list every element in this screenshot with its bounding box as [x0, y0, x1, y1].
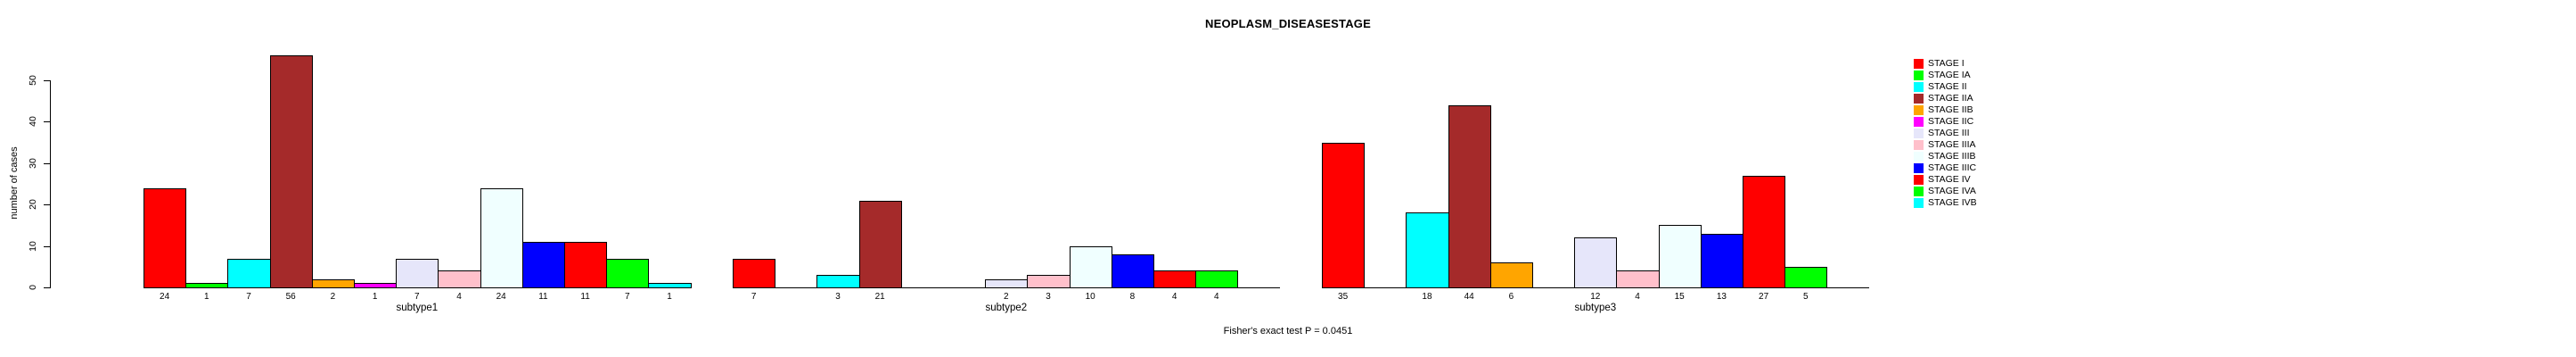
bar-value-label: 1: [372, 292, 378, 302]
bar-value-label: 5: [1803, 292, 1809, 302]
group-label: subtype3: [1574, 303, 1617, 313]
legend-swatch: [1914, 187, 1924, 196]
bar-value-label: 10: [1085, 292, 1095, 302]
bar-value-label: 8: [1129, 292, 1136, 302]
bar-value-label: 24: [496, 292, 506, 302]
legend-label: STAGE IA: [1928, 70, 1971, 80]
bar: [648, 283, 692, 288]
y-tick: [44, 162, 50, 164]
bar-value-label: 2: [1004, 292, 1009, 302]
bar-value-label: 7: [625, 292, 630, 302]
bar-value-label: 56: [285, 292, 296, 302]
bar: [1322, 142, 1366, 288]
chart-title: NEOPLASM_DISEASESTAGE: [1205, 17, 1371, 30]
bar: [1111, 253, 1154, 288]
legend-label: STAGE IIIB: [1928, 151, 1976, 162]
bar-value-label: 11: [580, 292, 590, 302]
group-label: subtype1: [396, 303, 439, 313]
bar-value-label: 21: [874, 292, 885, 302]
bar: [1195, 270, 1239, 288]
y-tick: [44, 121, 50, 123]
bar: [269, 55, 313, 288]
legend-swatch: [1914, 71, 1924, 80]
legend-label: STAGE III: [1928, 128, 1970, 138]
bar-value-label: 44: [1464, 292, 1474, 302]
legend-label: STAGE IV: [1928, 174, 1971, 185]
bar-value-label: 4: [456, 292, 462, 302]
bar: [227, 258, 271, 288]
legend-label: STAGE IIIA: [1928, 139, 1976, 150]
bar-value-label: 1: [667, 292, 672, 302]
bar: [521, 241, 565, 288]
bar-value-label: 12: [1590, 292, 1601, 302]
bar-value-label: 7: [414, 292, 420, 302]
legend-swatch: [1914, 82, 1924, 92]
bar: [1489, 262, 1533, 288]
bar-value-label: 18: [1422, 292, 1432, 302]
bar-value-label: 3: [835, 292, 841, 302]
bar-value-label: 2: [330, 292, 336, 302]
legend-swatch: [1914, 140, 1924, 150]
legend-swatch: [1914, 129, 1924, 138]
bar-value-label: 4: [1214, 292, 1219, 302]
y-tick: [44, 80, 50, 81]
bar-value-label: 24: [160, 292, 170, 302]
bar-value-label: 7: [751, 292, 757, 302]
bar-value-label: 3: [1046, 292, 1051, 302]
legend-swatch: [1914, 105, 1924, 115]
bar-value-label: 15: [1674, 292, 1685, 302]
bar: [480, 187, 523, 288]
legend-swatch: [1914, 117, 1924, 127]
bar: [733, 258, 776, 288]
legend-label: STAGE II: [1928, 81, 1967, 92]
bar: [1743, 175, 1786, 288]
bar: [396, 258, 439, 288]
bar-value-label: 27: [1759, 292, 1769, 302]
bar-value-label: 11: [538, 292, 548, 302]
bar-value-label: 4: [1635, 292, 1640, 302]
bar: [1448, 104, 1491, 288]
legend-label: STAGE IIC: [1928, 116, 1974, 127]
bar: [1700, 233, 1743, 288]
bar: [1574, 237, 1618, 288]
y-tick: [44, 287, 50, 288]
bar-value-label: 35: [1338, 292, 1349, 302]
group-label: subtype2: [985, 303, 1028, 313]
legend-label: STAGE I: [1928, 58, 1965, 69]
legend-swatch: [1914, 94, 1924, 104]
statistical-test-note: Fisher's exact test P = 0.0451: [1223, 326, 1353, 336]
y-tick: [44, 245, 50, 247]
legend-label: STAGE IVA: [1928, 186, 1976, 196]
bar-value-label: 4: [1171, 292, 1177, 302]
legend-swatch: [1914, 152, 1924, 162]
legend-swatch: [1914, 175, 1924, 185]
bar: [144, 187, 187, 288]
bar-value-label: 1: [204, 292, 209, 302]
legend-label: STAGE IIA: [1928, 93, 1973, 104]
legend-label: STAGE IIIC: [1928, 162, 1977, 173]
bar: [1069, 245, 1112, 288]
bar-value-label: 7: [246, 292, 251, 302]
bar: [606, 258, 650, 288]
legend-swatch: [1914, 198, 1924, 208]
bar: [858, 200, 902, 288]
legend-swatch: [1914, 163, 1924, 173]
y-tick: [44, 204, 50, 206]
bar-value-label: 6: [1508, 292, 1514, 302]
legend-label: STAGE IIB: [1928, 104, 1973, 115]
bar: [1784, 266, 1828, 288]
y-axis-line: [50, 80, 51, 288]
legend-swatch: [1914, 59, 1924, 69]
legend-label: STAGE IVB: [1928, 197, 1977, 208]
bar-value-label: 13: [1716, 292, 1727, 302]
